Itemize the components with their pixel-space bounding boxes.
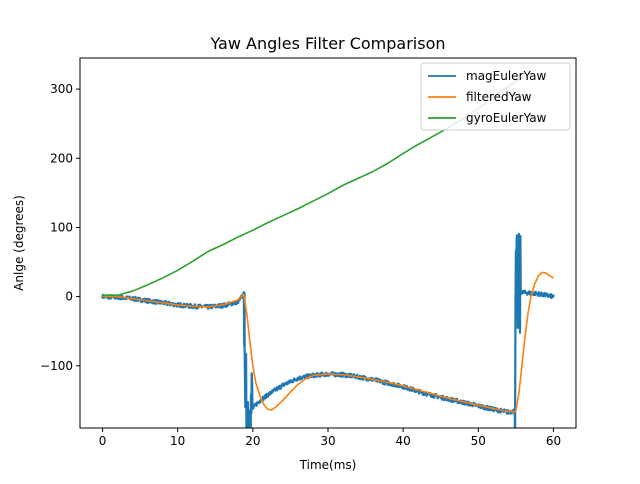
x-tick-label: 40	[396, 434, 411, 448]
y-axis-ticks: −100 0 100 200 300	[40, 82, 80, 373]
x-tick-label: 30	[320, 434, 335, 448]
y-tick-label: 0	[65, 290, 73, 304]
x-tick-label: 50	[471, 434, 486, 448]
x-axis-label: Time(ms)	[299, 458, 357, 472]
x-axis-ticks: 0 10 20 30 40 50 60	[99, 428, 561, 448]
x-tick-label: 10	[170, 434, 185, 448]
chart-title: Yaw Angles Filter Comparison	[209, 34, 445, 53]
x-tick-label: 0	[99, 434, 107, 448]
legend-label: filteredYaw	[466, 90, 532, 104]
legend: magEulerYaw filteredYaw gyroEulerYaw	[420, 62, 571, 131]
x-tick-label: 20	[245, 434, 260, 448]
y-tick-label: 300	[50, 82, 73, 96]
legend-label: magEulerYaw	[466, 69, 547, 83]
y-axis-label: Anlge (degrees)	[12, 195, 26, 291]
legend-label: gyroEulerYaw	[466, 111, 547, 125]
legend-box	[420, 62, 571, 131]
x-tick-label: 60	[546, 434, 561, 448]
series-line-filteredYaw	[102, 271, 554, 413]
y-tick-label: 200	[50, 151, 73, 165]
y-tick-label: −100	[40, 359, 73, 373]
y-tick-label: 100	[50, 220, 73, 234]
